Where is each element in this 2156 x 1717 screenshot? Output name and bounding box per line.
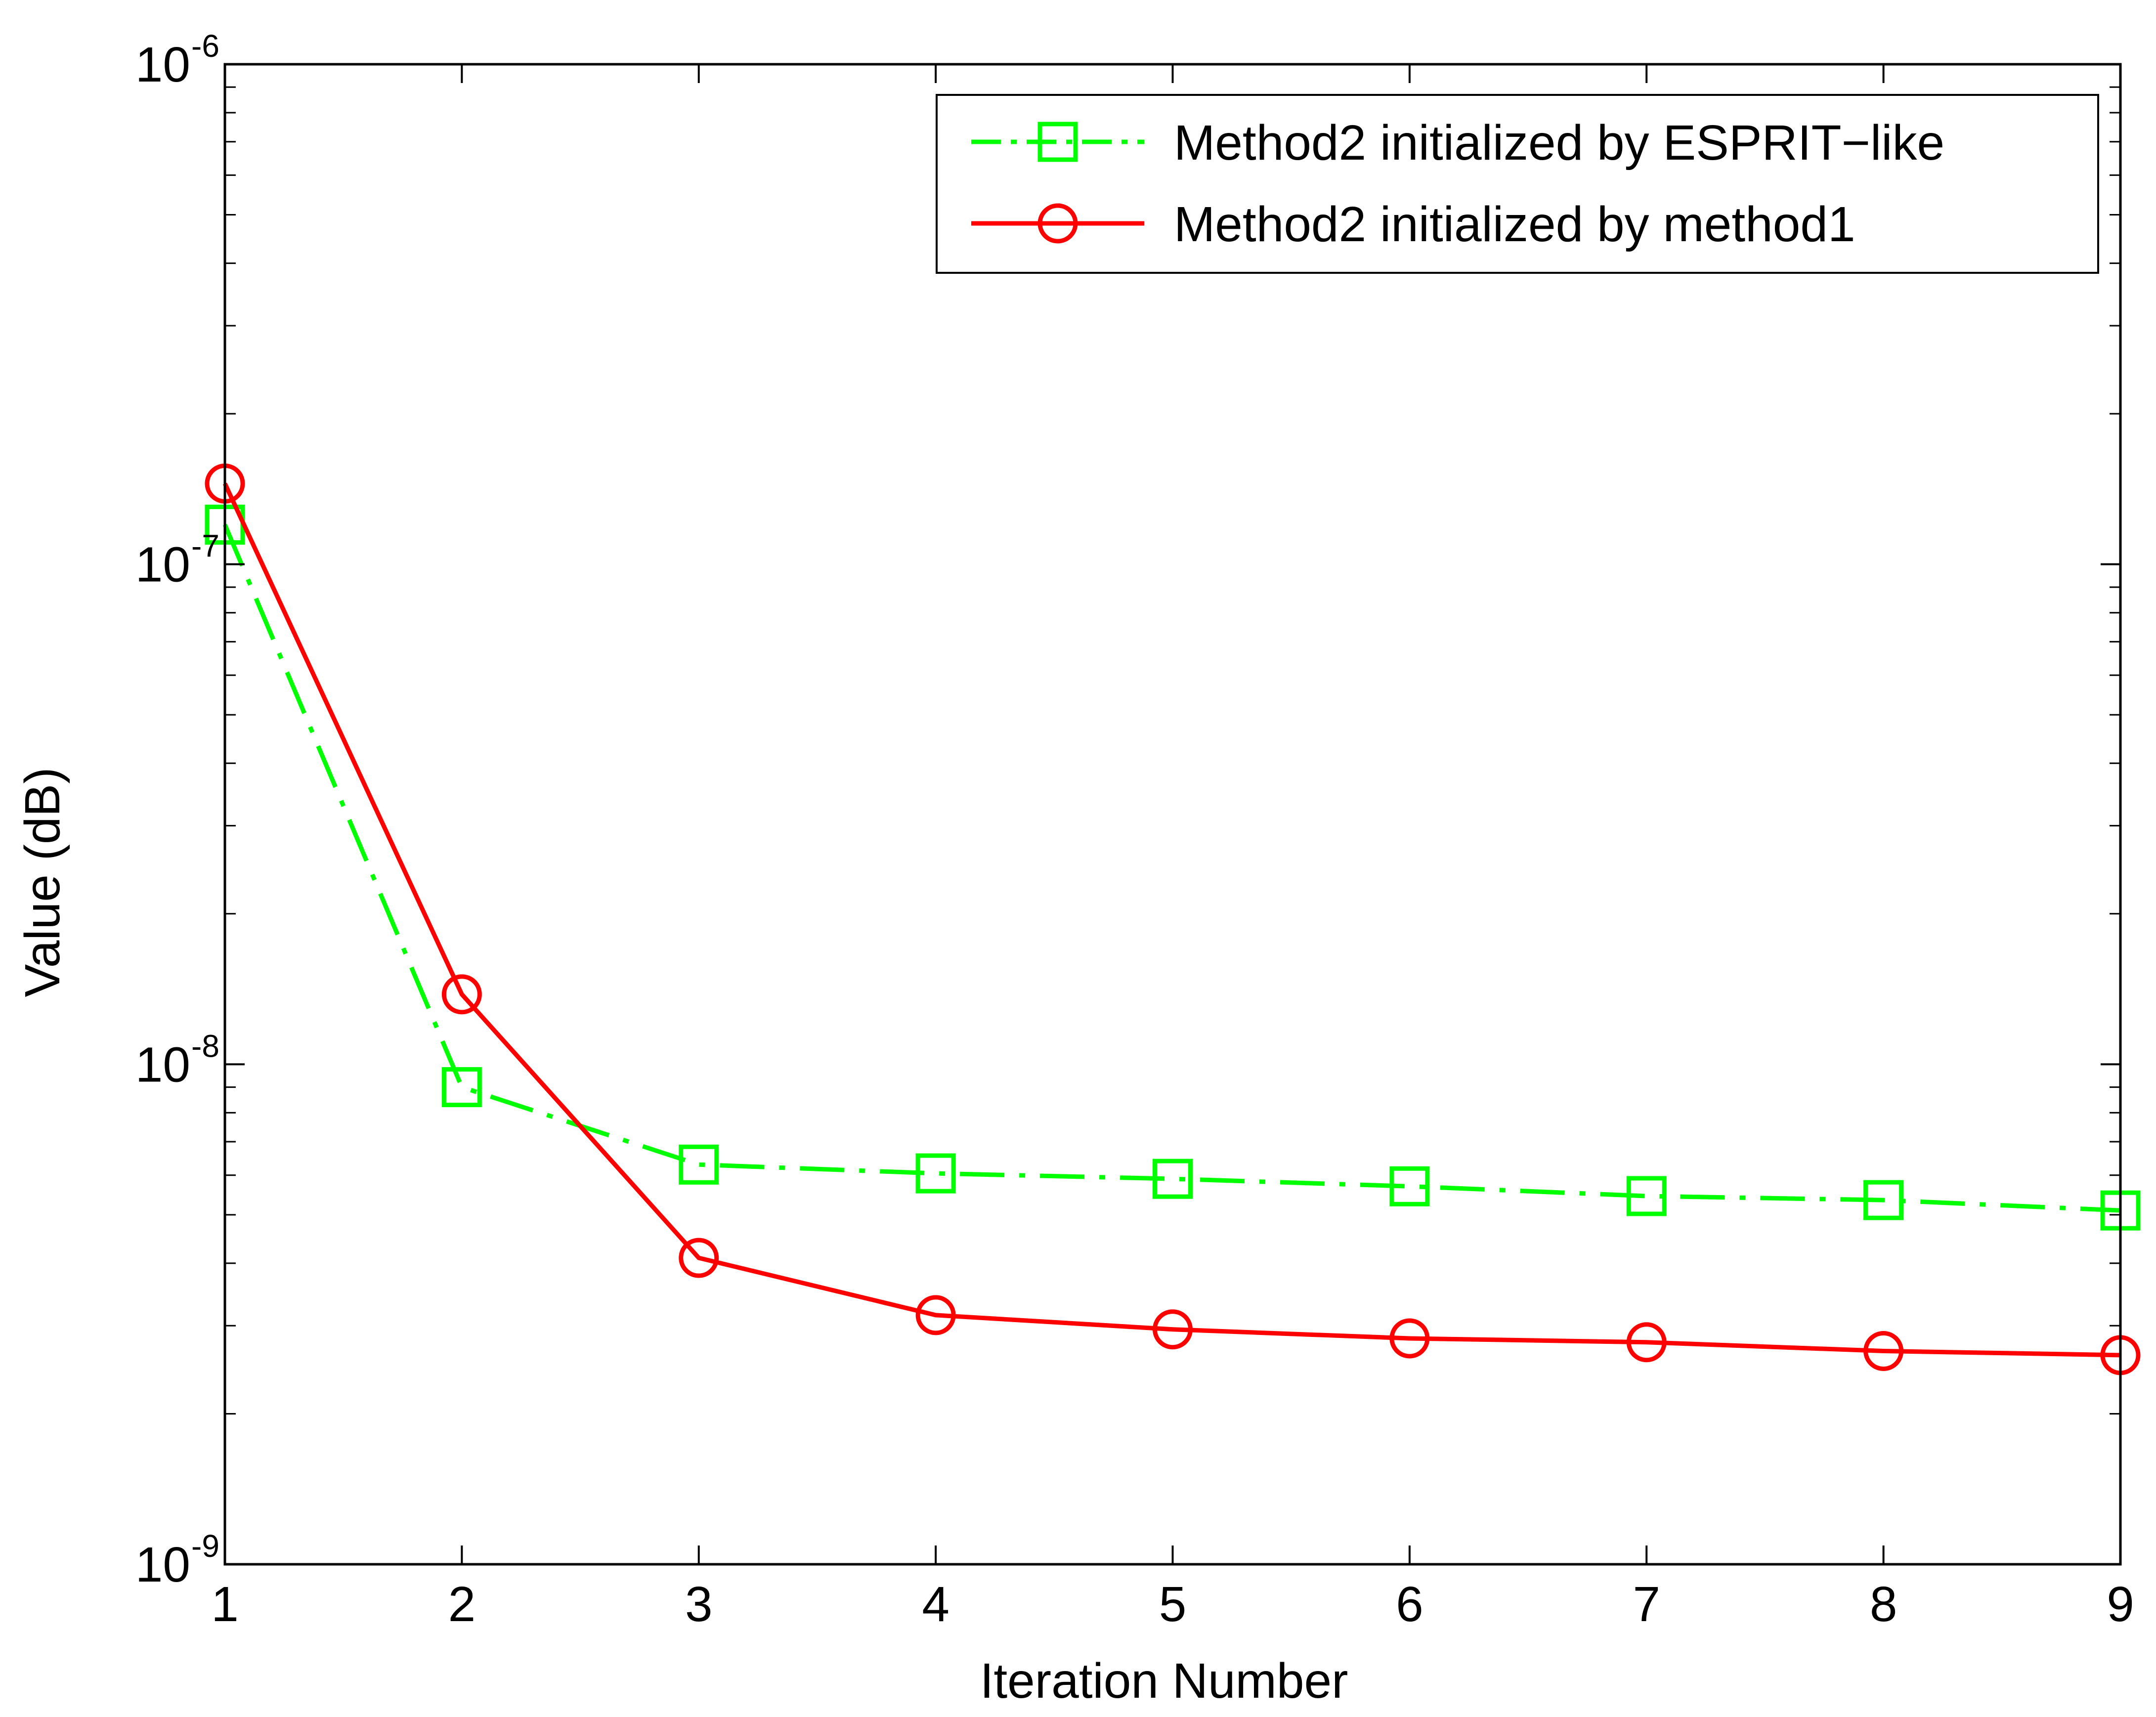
series-2-point-8 [1863, 1331, 1904, 1372]
series-1-point-7 [1626, 1176, 1667, 1216]
x-tick-label-8: 8 [1870, 1577, 1897, 1632]
series-2-point-3 [679, 1238, 719, 1278]
x-tick-label-4: 4 [922, 1577, 949, 1632]
series-2-point-2 [441, 974, 482, 1015]
legend-label-1: Method2 initialized by ESPRIT−like [1174, 115, 1944, 171]
series-2-point-7 [1626, 1322, 1667, 1363]
y-tick-label-3: 10 [135, 1537, 190, 1592]
y-tick-label-0: 10 [135, 37, 190, 92]
series-1-point-5 [1153, 1159, 1193, 1199]
y-tick-exponent-1: -7 [191, 528, 219, 564]
series-1-line [222, 523, 2121, 1213]
x-tick-label-9: 9 [2107, 1577, 2134, 1632]
x-tick-label-5: 5 [1159, 1577, 1187, 1632]
series-1-point-6 [1389, 1166, 1430, 1206]
x-axis-title: Iteration Number [980, 1653, 1348, 1709]
x-tick-label-1: 1 [211, 1577, 239, 1632]
series-2-line [222, 482, 2121, 1358]
y-tick-label-2: 10 [135, 1037, 190, 1092]
series-1 [205, 505, 2141, 1231]
series-layer [205, 463, 2141, 1375]
legend-marker-2 [1037, 203, 1078, 244]
series-1-point-8 [1863, 1180, 1904, 1220]
y-tick-label-1: 10 [135, 537, 190, 593]
legend-marker-1 [1037, 122, 1078, 162]
x-tick-label-2: 2 [448, 1577, 476, 1632]
y-tick-exponent-3: -9 [191, 1528, 219, 1564]
y-tick-exponent-2: -8 [191, 1028, 219, 1064]
x-tick-label-3: 3 [685, 1577, 713, 1632]
series-2-point-6 [1389, 1318, 1430, 1359]
y-axis-title: Value (dB) [15, 767, 70, 997]
series-1-point-2 [441, 1067, 482, 1108]
series-1-point-4 [915, 1153, 956, 1194]
series-2-point-5 [1153, 1309, 1193, 1350]
y-tick-exponent-0: -6 [191, 28, 219, 64]
series-1-point-3 [679, 1144, 719, 1185]
series-2-point-4 [915, 1295, 956, 1335]
axes-layer: 1 2 3 4 5 6 7 8 910-610-710-810-9 [135, 28, 2134, 1632]
x-tick-label-7: 7 [1633, 1577, 1660, 1632]
legend-box [936, 94, 2099, 274]
legend: Method2 initialized by ESPRIT−like Method… [936, 94, 2099, 274]
legend-label-2: Method2 initialized by method1 [1174, 197, 1855, 252]
x-tick-label-6: 6 [1396, 1577, 1423, 1632]
